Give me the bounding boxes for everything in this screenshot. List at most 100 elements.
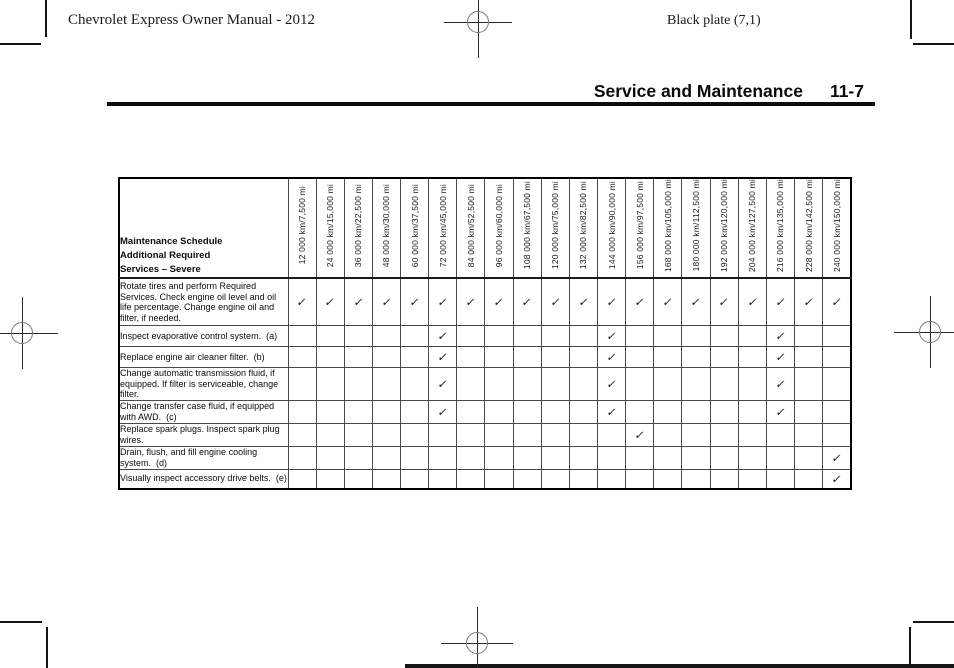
check-icon: ✓	[774, 376, 787, 391]
page-bottom-edge-bar	[405, 664, 954, 668]
check-cell	[315, 468, 345, 490]
check-cell	[625, 399, 655, 424]
registration-circle	[919, 321, 941, 343]
check-cell: ✓	[343, 277, 373, 327]
check-cell	[512, 367, 542, 401]
check-cell	[794, 399, 824, 424]
check-cell	[484, 346, 514, 369]
check-cell	[822, 367, 852, 401]
check-cell	[287, 325, 317, 348]
crop-mark-bottom-right-horizontal	[913, 621, 954, 623]
check-cell	[540, 468, 570, 490]
check-cell: ✓	[597, 277, 627, 327]
check-cell	[512, 399, 542, 424]
column-header-9: 108 000 km/67,500 mi	[512, 177, 542, 280]
check-icon: ✓	[605, 295, 618, 310]
check-icon: ✓	[549, 295, 562, 310]
check-icon: ✓	[830, 450, 843, 465]
check-cell	[287, 468, 317, 490]
check-cell	[794, 445, 824, 470]
crop-mark-bottom-right-vertical	[909, 627, 911, 668]
check-cell	[371, 367, 402, 401]
check-icon: ✓	[633, 295, 647, 310]
check-cell: ✓	[597, 325, 627, 348]
check-cell	[371, 399, 402, 424]
check-cell: ✓	[512, 277, 542, 327]
column-header-label: 144 000 km/90,000 mi	[606, 181, 617, 270]
check-cell	[484, 445, 514, 470]
check-cell	[568, 325, 599, 348]
check-cell	[484, 399, 514, 424]
check-cell	[709, 399, 739, 424]
column-header-7: 84 000 km/52,500 mi	[456, 177, 486, 280]
check-cell	[512, 445, 542, 470]
check-cell	[484, 325, 514, 348]
column-header-19: 228 000 km/142,500 mi	[794, 177, 824, 280]
check-icon: ✓	[436, 404, 450, 419]
check-cell	[400, 399, 430, 424]
check-icon: ✓	[436, 329, 450, 344]
check-cell	[765, 445, 796, 470]
check-cell	[512, 468, 542, 490]
check-cell	[794, 422, 824, 447]
check-cell	[653, 468, 683, 490]
check-cell	[653, 346, 683, 369]
column-header-label: 12 000 km/7,500 mi	[297, 186, 308, 265]
check-cell	[568, 399, 599, 424]
column-header-label: 48 000 km/30,000 mi	[381, 183, 392, 268]
registration-circle	[466, 632, 488, 654]
check-cell: ✓	[484, 277, 514, 327]
column-header-5: 60 000 km/37,500 mi	[400, 177, 430, 280]
check-cell	[371, 445, 402, 470]
header-row: Maintenance Schedule Additional Required S…	[118, 177, 852, 280]
check-cell	[822, 399, 852, 424]
column-header-20: 240 000 km/150,000 mi	[822, 177, 852, 280]
check-cell	[709, 346, 739, 369]
check-cell: ✓	[400, 277, 430, 327]
check-cell	[371, 468, 402, 490]
check-cell	[456, 445, 486, 470]
check-cell: ✓	[765, 399, 796, 424]
check-cell	[540, 399, 570, 424]
service-row-7: Drain, flush, and fill engine cooling sy…	[118, 445, 852, 470]
registration-mark-top-center	[444, 0, 512, 58]
check-cell	[568, 445, 599, 470]
crop-mark-top-left-vertical	[45, 0, 47, 37]
check-cell	[765, 468, 796, 490]
schedule-title-line: Services – Severe	[120, 264, 201, 276]
service-row-6: Replace spark plugs. Inspect spark plug …	[118, 422, 852, 447]
schedule-title-line: Maintenance Schedule	[120, 236, 223, 248]
check-cell: ✓	[765, 367, 796, 401]
check-cell	[540, 325, 570, 348]
check-icon: ✓	[830, 471, 843, 486]
check-cell	[428, 422, 458, 447]
check-cell	[737, 422, 767, 447]
check-icon: ✓	[605, 329, 618, 344]
service-row-8: Visually inspect accessory drive belts. …	[118, 468, 852, 490]
column-header-label: 132 000 km/82,500 mi	[578, 181, 589, 270]
column-header-label: 120 000 km/75,000 mi	[550, 181, 561, 270]
column-header-label: 192 000 km/120,000 mi	[719, 179, 730, 273]
check-cell	[428, 468, 458, 490]
column-header-label: 156 000 km/97,500 mi	[634, 181, 645, 270]
check-icon: ✓	[689, 295, 703, 310]
column-header-label: 24 000 km/15,000 mi	[325, 183, 336, 268]
check-cell	[400, 346, 430, 369]
check-cell	[681, 325, 711, 348]
service-label: Replace spark plugs. Inspect spark plug …	[118, 422, 289, 447]
column-header-17: 204 000 km/127,500 mi	[737, 177, 767, 280]
check-cell: ✓	[456, 277, 486, 327]
check-cell	[540, 346, 570, 369]
column-header-label: 84 000 km/52,500 mi	[465, 183, 476, 268]
check-cell	[315, 445, 345, 470]
check-cell	[681, 367, 711, 401]
check-cell	[343, 468, 373, 490]
check-icon: ✓	[774, 350, 787, 365]
column-header-16: 192 000 km/120,000 mi	[709, 177, 739, 280]
check-cell	[484, 422, 514, 447]
service-row-4: Change automatic transmission fluid, if …	[118, 367, 852, 401]
check-icon: ✓	[717, 295, 731, 310]
check-cell: ✓	[287, 277, 317, 327]
column-header-label: 240 000 km/150,000 mi	[831, 179, 842, 273]
maintenance-schedule-table: Maintenance Schedule Additional Required S…	[118, 177, 852, 490]
